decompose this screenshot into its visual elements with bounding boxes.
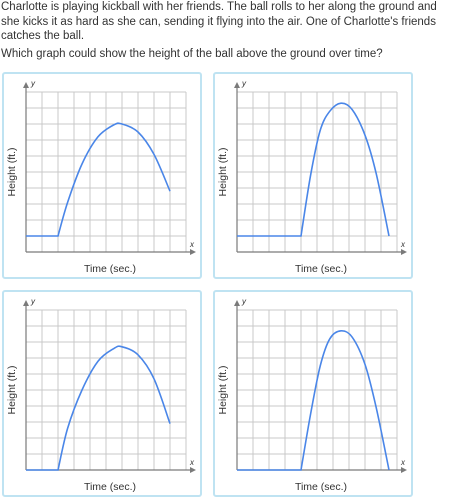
height-time-graph: y x Time (sec.) Height (ft.) <box>6 297 196 493</box>
y-axis-label: Height (ft.) <box>217 365 229 414</box>
y-axis-letter: y <box>241 297 247 306</box>
height-curve <box>237 329 390 471</box>
y-axis-letter: y <box>30 79 36 88</box>
question-text: Charlotte is playing kickball with her f… <box>1 1 437 42</box>
height-curve <box>26 122 171 237</box>
height-curve <box>26 345 171 471</box>
y-axis-letter: y <box>241 79 247 88</box>
x-axis-label: Time (sec.) <box>84 263 136 275</box>
grid <box>237 91 398 252</box>
x-axis-label: Time (sec.) <box>84 481 136 493</box>
y-axis-label: Height (ft.) <box>217 147 229 196</box>
x-axis-arrow <box>190 467 196 473</box>
y-axis-label: Height (ft.) <box>6 365 18 414</box>
x-axis-arrow <box>401 249 407 255</box>
y-axis-arrow <box>23 82 29 88</box>
y-axis-arrow <box>234 82 240 88</box>
x-axis-label: Time (sec.) <box>295 481 347 493</box>
x-axis-letter: x <box>189 240 195 249</box>
y-axis-arrow <box>234 300 240 306</box>
answer-choice-2[interactable]: y x Time (sec.) Height (ft.) <box>213 72 413 279</box>
x-axis-arrow <box>190 249 196 255</box>
grid <box>237 309 398 470</box>
question-prompt: Which graph could show the height of the… <box>1 48 383 60</box>
x-axis-label: Time (sec.) <box>295 263 347 275</box>
height-time-graph: y x Time (sec.) Height (ft.) <box>6 79 196 275</box>
height-curve <box>237 102 390 237</box>
y-axis-letter: y <box>30 297 36 306</box>
x-axis-letter: x <box>189 458 195 467</box>
height-time-graph: y x Time (sec.) Height (ft.) <box>217 297 407 493</box>
x-axis-letter: x <box>400 458 406 467</box>
x-axis-arrow <box>401 467 407 473</box>
grid <box>26 309 187 470</box>
answer-choice-3[interactable]: y x Time (sec.) Height (ft.) <box>2 290 202 497</box>
x-axis-letter: x <box>400 240 406 249</box>
y-axis-arrow <box>23 300 29 306</box>
answer-choice-1[interactable]: y x Time (sec.) Height (ft.) <box>2 72 202 279</box>
height-time-graph: y x Time (sec.) Height (ft.) <box>217 79 407 275</box>
answer-choice-4[interactable]: y x Time (sec.) Height (ft.) <box>213 290 413 497</box>
y-axis-label: Height (ft.) <box>6 147 18 196</box>
